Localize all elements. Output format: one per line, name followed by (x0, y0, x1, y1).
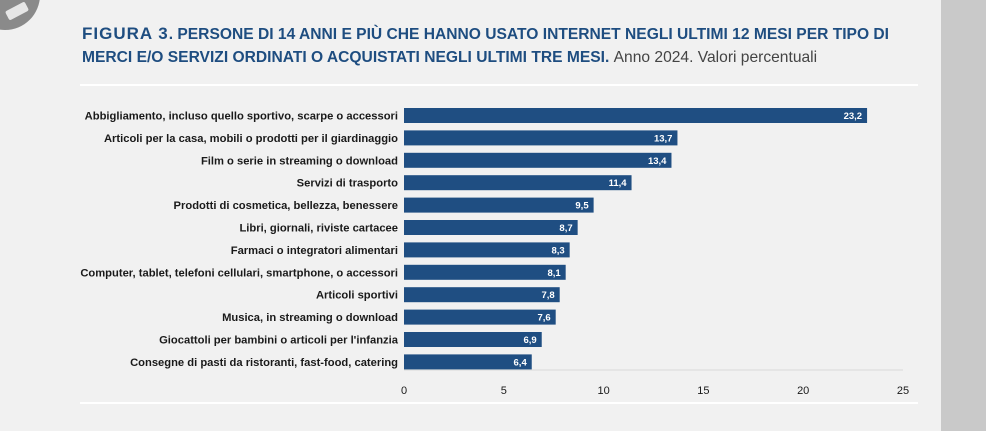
bar (404, 130, 678, 146)
figure-label: FIGURA 3 (82, 24, 169, 43)
bar (404, 175, 632, 191)
x-tick-label: 5 (501, 385, 507, 397)
x-tick-label: 15 (697, 385, 709, 397)
data-label: 11,4 (609, 178, 628, 189)
x-tick-label: 10 (597, 385, 609, 397)
bottom-rule (80, 402, 918, 404)
category-label: Computer, tablet, telefoni cellulari, sm… (80, 267, 398, 279)
bar (404, 197, 594, 213)
category-label: Film o serie in streaming o download (201, 155, 398, 167)
data-label: 7,8 (541, 290, 554, 301)
bar (404, 152, 672, 168)
category-label: Articoli per la casa, mobili o prodotti … (104, 133, 398, 145)
data-label: 23,2 (844, 111, 863, 122)
bar (404, 108, 868, 123)
bar (404, 264, 566, 280)
bar (404, 220, 578, 235)
x-tick-label: 25 (897, 385, 909, 397)
data-label: 6,9 (524, 335, 537, 346)
data-label: 8,3 (551, 245, 564, 256)
data-label: 13,4 (648, 156, 667, 167)
right-margin-strip (941, 0, 986, 431)
bar (404, 287, 560, 303)
data-label: 8,1 (547, 268, 561, 279)
data-label: 7,6 (537, 313, 550, 324)
bar (404, 309, 556, 325)
category-label: Musica, in streaming o download (222, 312, 398, 324)
bar (404, 332, 542, 347)
category-label: Abbigliamento, incluso quello sportivo, … (85, 111, 398, 123)
data-label: 9,5 (575, 201, 589, 212)
figure-title-text: . PERSONE DI 14 ANNI E PIÙ CHE HANNO USA… (82, 26, 890, 66)
category-label: Farmaci o integratori alimentari (231, 245, 398, 257)
top-rule (80, 84, 918, 86)
figure-title: FIGURA 3. PERSONE DI 14 ANNI E PIÙ CHE H… (82, 22, 922, 69)
x-tick-label: 20 (797, 385, 809, 397)
data-label: 13,7 (654, 133, 673, 144)
data-label: 8,7 (559, 223, 572, 234)
category-label: Consegne di pasti da ristoranti, fast-fo… (130, 357, 398, 369)
figure-subtitle: Anno 2024. Valori percentuali (613, 49, 818, 66)
data-label: 6,4 (514, 357, 528, 368)
category-label: Giocattoli per bambini o articoli per l'… (159, 335, 399, 347)
category-label: Prodotti di cosmetica, bellezza, benesse… (174, 200, 398, 212)
bar (404, 242, 570, 258)
category-label: Servizi di trasporto (297, 178, 398, 190)
category-label: Articoli sportivi (316, 290, 398, 302)
bar (404, 354, 532, 370)
category-label: Libri, giornali, riviste cartacee (239, 223, 398, 235)
x-tick-label: 0 (401, 385, 407, 397)
